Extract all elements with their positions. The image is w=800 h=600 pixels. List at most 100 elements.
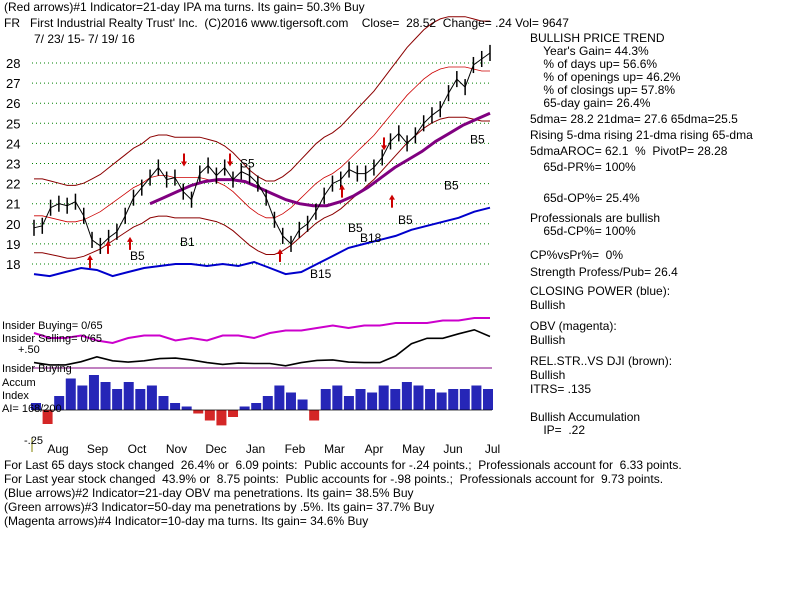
ma65-line [149, 111, 491, 208]
footer-line-4: (Green arrows)#3 Indicator=50-day ma pen… [4, 500, 435, 514]
signal-arrow-head [389, 194, 395, 200]
stats-line: Professionals are bullish [530, 211, 661, 225]
signal-annotation: B5 [398, 213, 413, 227]
accum-bar [54, 396, 65, 410]
accum-bar [471, 385, 482, 410]
x-tick-label: Jan [246, 442, 265, 456]
stats-line: 65d-PR%= 100% [530, 160, 636, 174]
signal-arrow-head [381, 145, 387, 151]
y-tick-label: 28 [6, 56, 20, 71]
signal-annotation: S5 [240, 157, 255, 171]
signal-arrow-head [105, 240, 111, 246]
accum-bar [262, 396, 273, 410]
accum-bar [31, 403, 41, 410]
y-tick-label: 25 [6, 116, 20, 131]
signal-annotation: B5 [130, 249, 145, 263]
signal-arrow-head [277, 248, 283, 254]
footer-line-3: (Blue arrows)#2 Indicator=21-day OBV ma … [4, 486, 414, 500]
stats-line: 65d-CP%= 100% [530, 224, 636, 238]
accum-bar [390, 389, 401, 410]
y-tick-label: 19 [6, 237, 20, 252]
ma21-line [34, 66, 490, 223]
footer-line-2: For Last year stock changed 43.9% or 8.7… [4, 472, 664, 486]
accum-bar [100, 382, 111, 410]
closing-power-line [33, 206, 491, 278]
accum-bar [332, 385, 343, 410]
x-tick-label: Apr [365, 442, 384, 456]
x-tick-label: May [402, 442, 425, 456]
x-tick-label: Dec [205, 442, 226, 456]
accum-bar [367, 392, 378, 410]
stats-line: ITRS= .135 [530, 382, 592, 396]
accum-bar [193, 410, 204, 414]
obv-line [33, 317, 490, 345]
accum-bar [88, 375, 99, 410]
accum-bar [436, 392, 447, 410]
indicator-1-label: (Red arrows)#1 Indicator=21-day IPA ma t… [4, 0, 365, 14]
insider-buying-label: Insider Buying= 0/65 [2, 320, 103, 332]
accum-bar [228, 410, 239, 417]
accum-bar [216, 410, 227, 426]
signal-annotation: B15 [310, 267, 332, 281]
ai-label: AI= 168/200 [2, 403, 62, 415]
accum-bar [239, 406, 250, 410]
x-tick-label: Mar [324, 442, 345, 456]
y-tick-label: 18 [6, 257, 20, 272]
accum-bar [112, 389, 123, 410]
accum-bar [77, 385, 88, 410]
accum-bar [425, 389, 436, 410]
stats-line: IP= .22 [530, 423, 586, 437]
stats-line: Bullish [530, 333, 566, 347]
stats-line: % of openings up= 46.2% [530, 70, 681, 84]
accum-bar [297, 399, 308, 410]
y-tick-label: 26 [6, 96, 20, 111]
stats-line: Rising 5-dma rising 21-dma rising 65-dma [530, 128, 753, 142]
accum-bar [170, 403, 181, 410]
accum-bar [378, 385, 389, 410]
stats-line: CLOSING POWER (blue): [530, 284, 671, 298]
stats-line: BULLISH PRICE TREND [530, 31, 665, 45]
accum-bar [483, 389, 493, 410]
y-tick-label: 27 [6, 76, 20, 91]
signal-annotation: B5 [444, 179, 459, 193]
rel-str-line [33, 328, 491, 367]
stats-line: Bullish Accumulation [530, 410, 641, 424]
footer-line-1: For Last 65 days stock changed 26.4% or … [4, 458, 682, 472]
stats-line: OBV (magenta): [530, 319, 617, 333]
stats-line: 5dma= 28.2 21dma= 27.6 65dma=25.5 [530, 112, 738, 126]
stats-line: CP%vsPr%= 0% [530, 248, 624, 262]
stats-line: Year's Gain= 44.3% [530, 44, 649, 58]
footer-line-5: (Magenta arrows)#4 Indicator=10-day ma t… [4, 514, 369, 528]
accum-bar [274, 385, 285, 410]
y-tick-label: 21 [6, 197, 20, 212]
insider-selling-label: Insider Selling= 0/65 [2, 333, 102, 345]
x-tick-label: Oct [128, 442, 147, 456]
x-tick-label: Aug [47, 442, 68, 456]
insider-buying-label-2: Insider Buying [2, 363, 72, 375]
accum-bar [343, 396, 354, 410]
stats-line: REL.STR..VS DJI (brown): [530, 354, 673, 368]
x-tick-label: Feb [285, 442, 306, 456]
x-tick-label: Sep [87, 442, 109, 456]
signal-arrow-head [181, 161, 187, 167]
signal-annotation: B18 [360, 231, 382, 245]
stats-line: 5dmaAROC= 62.1 % PivotP= 28.28 [530, 144, 728, 158]
date-range: 7/ 23/ 15- 7/ 19/ 16 [34, 32, 135, 46]
stats-line: 65d-OP%= 25.4% [530, 191, 640, 205]
x-tick-label: Nov [166, 442, 187, 456]
accum-bar [448, 389, 459, 410]
stats-line: Strength Profess/Pub= 26.4 [530, 265, 678, 279]
index-label: Index [2, 390, 29, 402]
accum-bar [204, 410, 215, 421]
accum-bar [158, 396, 169, 410]
accum-label: Accum [2, 377, 36, 389]
y-tick-label: 22 [6, 177, 20, 192]
stats-line: Bullish [530, 298, 566, 312]
signal-annotation: B5 [470, 132, 485, 146]
accum-bar [146, 385, 157, 410]
accum-bar [413, 385, 424, 410]
stats-line: % of days up= 56.6% [530, 57, 658, 71]
x-tick-label: Jul [485, 442, 500, 456]
y-tick-label: 24 [6, 136, 20, 151]
stats-line: % of closings up= 57.8% [530, 83, 676, 97]
